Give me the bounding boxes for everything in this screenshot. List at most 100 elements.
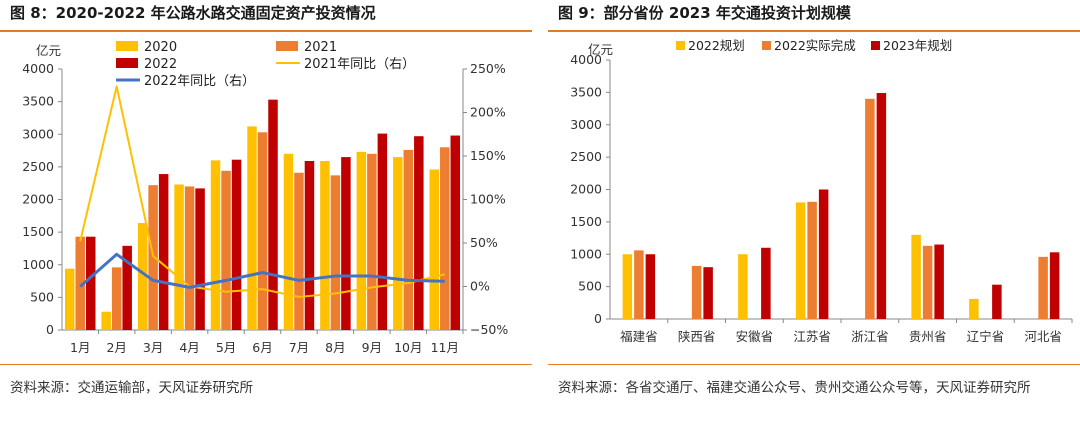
bar-2021-8月 bbox=[330, 175, 341, 330]
left-source-rule bbox=[0, 364, 532, 365]
bar-2022规划-辽宁省 bbox=[969, 298, 979, 319]
bar-2022-10月 bbox=[414, 136, 424, 330]
legend-label-2: 2021 bbox=[304, 40, 337, 55]
left-y-tick-label: 500 bbox=[30, 289, 54, 304]
left-figure-panel: 图 8：2020-2022 年公路水路交通固定资产投资情况 亿元 0 500 1000… bbox=[0, 0, 532, 431]
left-x-tick-label: 5月 bbox=[216, 340, 236, 355]
bar-2020-1月 bbox=[64, 268, 75, 330]
left-x-tick-label: 6月 bbox=[252, 340, 272, 355]
left-y-tick-label: 0 bbox=[46, 322, 54, 337]
bar-2020-3月 bbox=[137, 222, 148, 330]
left-x-tick-label: 2月 bbox=[106, 340, 126, 355]
bar-2021-1月 bbox=[75, 236, 85, 330]
right-chart-y-tick-label: 2500 bbox=[570, 149, 602, 164]
bar-2022实际完成-陕西省 bbox=[691, 265, 702, 319]
line-series-1 bbox=[79, 85, 446, 298]
legend-label-3: 2022 bbox=[144, 57, 177, 72]
right-chart-x-tick-label: 陕西省 bbox=[678, 329, 716, 344]
bar-2022-6月 bbox=[268, 99, 278, 330]
bar-2021-2月 bbox=[111, 267, 122, 330]
right-y2-tick-label: 0% bbox=[470, 279, 490, 294]
right-y2-tick-label: 200% bbox=[470, 105, 506, 120]
bar-2020-9月 bbox=[356, 151, 367, 330]
right-source-rule bbox=[548, 364, 1080, 365]
bar-2022-7月 bbox=[304, 161, 315, 330]
right-chart-y-tick-label: 1000 bbox=[570, 246, 602, 261]
bar-2021-9月 bbox=[367, 153, 377, 330]
bar-2022-2月 bbox=[122, 245, 132, 330]
legend-swatch-2 bbox=[276, 41, 298, 51]
bar-2021-7月 bbox=[294, 172, 304, 330]
bar-2022实际完成-河北省 bbox=[1038, 256, 1048, 319]
left-figure-title: 图 8：2020-2022 年公路水路交通固定资产投资情况 bbox=[10, 4, 376, 22]
right-y2-tick-label: 250% bbox=[470, 61, 506, 76]
right-chart-y-tick-label: 3000 bbox=[570, 117, 602, 132]
left-y-unit: 亿元 bbox=[36, 43, 61, 58]
right-chart-x-tick-label: 辽宁省 bbox=[967, 329, 1005, 344]
left-chart: 亿元 0 500 1000 1500 2000 2500 3000 3500 4000 −50% 0%… bbox=[22, 40, 508, 355]
right-chart-y-tick-label: 500 bbox=[578, 279, 602, 294]
bar-2022实际完成-江苏省 bbox=[807, 201, 817, 319]
line-series-2 bbox=[79, 252, 445, 289]
bar-2021-10月 bbox=[403, 149, 414, 330]
left-x-tick-label: 7月 bbox=[289, 340, 309, 355]
bar-2022-4月 bbox=[195, 188, 205, 330]
left-y-tick-label: 2500 bbox=[22, 159, 54, 174]
right-legend-swatch-1 bbox=[676, 41, 685, 50]
right-chart-y-tick-label: 0 bbox=[594, 311, 602, 326]
bar-2023年规划-陕西省 bbox=[703, 267, 713, 319]
bar-2021-4月 bbox=[184, 186, 195, 330]
right-y2-tick-label: −50% bbox=[470, 322, 508, 337]
bar-2020-11月 bbox=[429, 169, 440, 330]
right-y2-tick-label: 150% bbox=[470, 148, 506, 163]
left-x-tick-label: 1月 bbox=[70, 340, 90, 355]
right-chart-y-tick-label: 2000 bbox=[570, 182, 602, 197]
left-x-tick-label: 9月 bbox=[362, 340, 382, 355]
bar-2023年规划-浙江省 bbox=[876, 93, 887, 320]
right-chart-y-tick-label: 1500 bbox=[570, 214, 602, 229]
right-title-rule bbox=[548, 30, 1080, 32]
left-x-tick-label: 4月 bbox=[179, 340, 199, 355]
bar-2023年规划-福建省 bbox=[645, 254, 656, 319]
bar-2022实际完成-福建省 bbox=[634, 250, 644, 319]
bar-2022实际完成-浙江省 bbox=[865, 98, 875, 319]
bar-2022-11月 bbox=[450, 135, 461, 330]
left-title-rule bbox=[0, 30, 532, 32]
right-figure-title: 图 9：部分省份 2023 年交通投资计划规模 bbox=[558, 4, 851, 22]
right-legend-label-2: 2022实际完成 bbox=[774, 38, 856, 53]
right-legend-label-3: 2023年规划 bbox=[883, 38, 952, 53]
bar-2023年规划-贵州省 bbox=[934, 244, 944, 319]
bar-2020-6月 bbox=[247, 126, 257, 330]
right-y-unit: 亿元 bbox=[588, 42, 613, 57]
left-y-tick-label: 4000 bbox=[22, 61, 54, 76]
right-figure-panel: 图 9：部分省份 2023 年交通投资计划规模 亿元 0 500 1000 1500 20… bbox=[548, 0, 1080, 431]
bar-2021-6月 bbox=[257, 132, 268, 330]
right-chart-x-tick-label: 贵州省 bbox=[909, 329, 947, 344]
bar-2022-1月 bbox=[85, 236, 96, 330]
bar-2022规划-江苏省 bbox=[795, 202, 806, 319]
right-chart-x-tick-label: 安徽省 bbox=[736, 329, 774, 344]
bar-2022规划-安徽省 bbox=[738, 254, 748, 319]
legend-label-5: 2022年同比（右） bbox=[144, 74, 255, 89]
bar-2022-9月 bbox=[377, 133, 388, 330]
left-x-tick-label: 10月 bbox=[394, 340, 422, 355]
bar-2021-5月 bbox=[221, 170, 231, 330]
right-legend-swatch-3 bbox=[871, 41, 880, 50]
right-y2-tick-label: 100% bbox=[470, 192, 506, 207]
bar-2023年规划-辽宁省 bbox=[992, 284, 1002, 319]
bar-2023年规划-河北省 bbox=[1049, 252, 1060, 319]
bar-2021-11月 bbox=[440, 147, 450, 330]
left-x-tick-label: 3月 bbox=[143, 340, 163, 355]
bar-2020-4月 bbox=[174, 184, 184, 330]
bar-2022-3月 bbox=[158, 174, 169, 330]
right-chart-y-tick-label: 4000 bbox=[570, 52, 602, 67]
legend-swatch-1 bbox=[116, 41, 138, 51]
right-chart-y-tick-label: 3500 bbox=[570, 84, 602, 99]
left-x-tick-label: 8月 bbox=[325, 340, 345, 355]
legend-label-1: 2020 bbox=[144, 40, 177, 55]
left-y-tick-label: 3500 bbox=[22, 94, 54, 109]
bar-2020-7月 bbox=[283, 153, 294, 330]
left-y-tick-label: 3000 bbox=[22, 126, 54, 141]
left-y-tick-label: 1500 bbox=[22, 224, 54, 239]
bar-2022规划-福建省 bbox=[622, 254, 633, 319]
